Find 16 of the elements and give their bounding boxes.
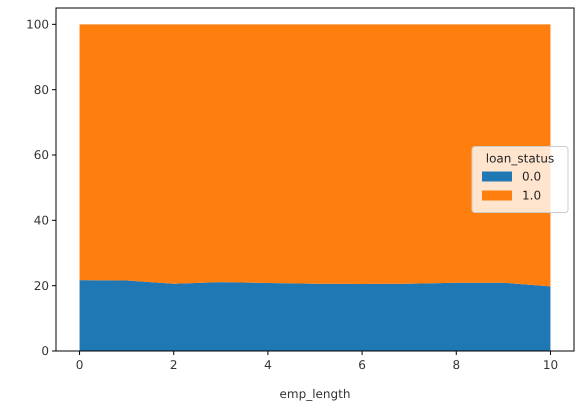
y-tick-label: 60 [34,148,49,162]
y-tick-label: 40 [34,214,49,228]
y-tick-label: 20 [34,278,49,293]
x-tick-label: 8 [452,358,460,372]
y-tick-label: 0 [41,344,49,358]
x-tick-label: 6 [358,358,366,372]
x-tick-label: 10 [542,358,558,372]
legend-label: 0.0 [522,170,542,184]
x-tick-label: 0 [76,358,84,372]
x-tick-label: 2 [170,358,178,372]
x-tick-label: 4 [264,358,272,372]
y-tick-label: 100 [26,18,49,32]
legend-title: loan_status [486,152,554,166]
x-axis-title: emp_length [280,387,350,401]
legend-label: 1.0 [522,188,542,203]
y-tick-label: 80 [34,82,49,97]
